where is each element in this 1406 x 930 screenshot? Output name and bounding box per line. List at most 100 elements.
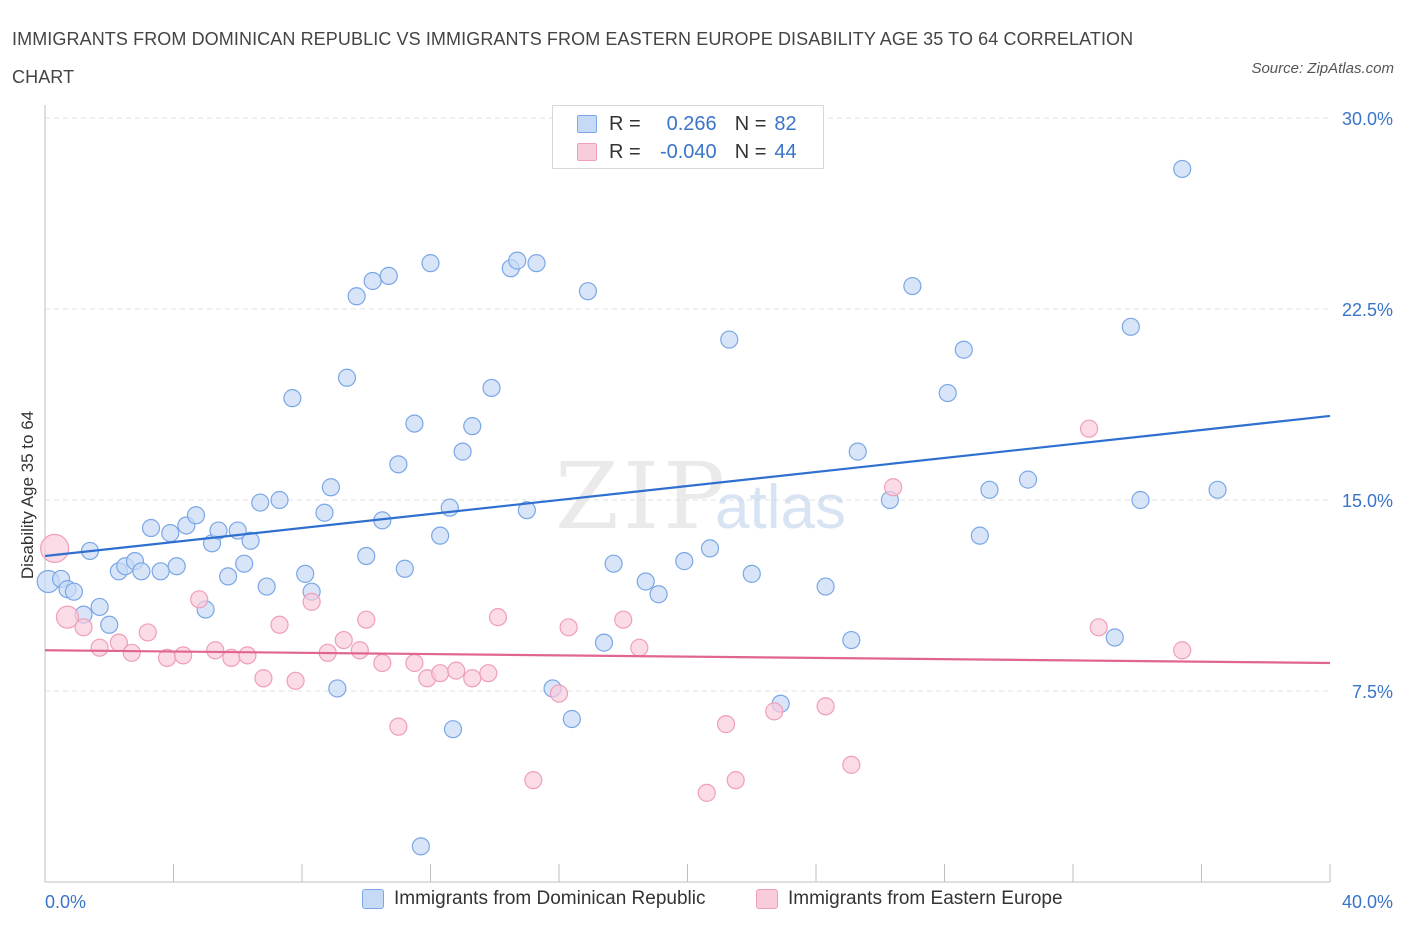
point-eastern-europe xyxy=(431,664,450,683)
point-dominican xyxy=(363,271,382,291)
point-dominican xyxy=(482,378,501,398)
point-eastern-europe xyxy=(238,646,257,665)
series-legend-dominican[interactable]: Immigrants from Dominican Republic xyxy=(362,888,706,910)
chart-title: IMMIGRANTS FROM DOMINICAN REPUBLIC VS IM… xyxy=(12,29,1134,87)
point-eastern-europe xyxy=(463,669,482,688)
point-dominican xyxy=(903,276,922,296)
point-dominican xyxy=(816,577,835,596)
label-layer: Disability Age 35 to 64 7.5% 15.0% 22.5% 30… xyxy=(18,109,1393,912)
point-dominican xyxy=(954,340,973,359)
point-dominican xyxy=(405,414,424,433)
point-dominican xyxy=(508,251,527,270)
point-dominican xyxy=(443,720,463,739)
y-tick-label: 30.0% xyxy=(1342,109,1393,129)
point-eastern-europe xyxy=(816,697,835,716)
point-dominican xyxy=(167,557,186,576)
legend-n-value: 44 xyxy=(774,140,797,163)
point-eastern-europe xyxy=(726,771,745,790)
legend-swatch-dominican xyxy=(577,115,597,133)
point-dominican xyxy=(1121,317,1140,336)
point-eastern-europe xyxy=(302,592,321,611)
point-dominican xyxy=(970,526,989,545)
point-dominican xyxy=(578,282,598,301)
point-dominican xyxy=(980,480,999,499)
y-tick-label: 7.5% xyxy=(1352,682,1393,702)
point-eastern-europe xyxy=(206,641,225,660)
point-dominican xyxy=(562,709,581,729)
point-dominican xyxy=(251,493,270,512)
point-dominican xyxy=(842,630,861,650)
axis-layer xyxy=(44,105,1331,883)
point-eastern-europe xyxy=(559,618,578,637)
point-dominican xyxy=(1105,628,1124,647)
point-dominican xyxy=(219,567,238,586)
point-dominican xyxy=(636,572,655,591)
legend-n-value: 82 xyxy=(774,112,797,135)
point-dominican xyxy=(1018,470,1038,489)
correlation-legend: R = 0.266 N = 82 R = -0.040 N = 44 xyxy=(552,105,824,169)
watermark: ZIP atlas xyxy=(555,443,846,550)
point-dominican xyxy=(161,524,180,543)
point-dominican xyxy=(257,577,276,596)
legend-row-dominican: R = 0.266 N = 82 xyxy=(577,111,797,137)
source-label: Source: ZipAtlas.com xyxy=(1251,60,1394,77)
point-dominican xyxy=(431,526,450,545)
point-dominican xyxy=(132,562,151,581)
point-dominican xyxy=(675,552,694,571)
point-dominican xyxy=(411,837,430,856)
point-eastern-europe xyxy=(488,608,508,627)
point-eastern-europe xyxy=(1089,618,1108,637)
points-layer xyxy=(36,159,1227,856)
y-tick-label: 15.0% xyxy=(1342,491,1393,511)
series-swatch-dominican xyxy=(362,889,384,909)
point-dominican xyxy=(321,478,341,497)
point-dominican xyxy=(421,254,440,273)
point-dominican xyxy=(100,615,119,634)
x-tick-label: 40.0% xyxy=(1342,892,1393,912)
series-legend-eastern-europe[interactable]: Immigrants from Eastern Europe xyxy=(756,888,1063,910)
point-dominican xyxy=(209,521,228,540)
legend-swatch-eastern-europe xyxy=(577,143,597,161)
y-axis-label: Disability Age 35 to 64 xyxy=(18,411,37,579)
point-dominican xyxy=(649,585,668,604)
point-dominican xyxy=(938,383,957,403)
point-dominican xyxy=(1131,490,1150,510)
point-eastern-europe xyxy=(373,653,392,673)
point-dominican xyxy=(90,597,109,617)
point-dominican xyxy=(742,564,761,583)
trendline-dominican xyxy=(44,414,1331,558)
legend-r-label: R = xyxy=(609,112,641,135)
point-eastern-europe xyxy=(286,671,305,690)
point-dominican xyxy=(700,539,720,558)
series-swatch-eastern-europe xyxy=(756,889,778,909)
point-dominican xyxy=(337,368,357,387)
point-dominican xyxy=(141,518,161,538)
legend-n-label: N = xyxy=(734,112,767,135)
point-eastern-europe xyxy=(1079,419,1099,438)
point-eastern-europe xyxy=(1173,641,1192,660)
point-eastern-europe xyxy=(479,664,498,683)
point-dominican xyxy=(357,546,376,566)
point-dominican xyxy=(347,287,366,306)
point-eastern-europe xyxy=(138,623,157,642)
point-eastern-europe xyxy=(122,643,141,662)
legend-row-eastern-europe: R = -0.040 N = 44 xyxy=(577,139,797,165)
point-eastern-europe xyxy=(90,638,109,657)
y-tick-label: 22.5% xyxy=(1342,300,1393,320)
point-eastern-europe xyxy=(883,478,903,497)
point-eastern-europe xyxy=(614,610,633,629)
watermark-atlas: atlas xyxy=(715,473,846,542)
point-eastern-europe xyxy=(549,684,569,703)
point-eastern-europe xyxy=(405,653,424,673)
point-dominican xyxy=(463,417,482,436)
point-eastern-europe xyxy=(389,717,408,736)
legend-n-label: N = xyxy=(734,140,767,163)
point-dominican xyxy=(1173,159,1192,179)
point-dominican xyxy=(453,442,472,461)
legend-r-value: -0.040 xyxy=(659,140,717,163)
point-eastern-europe xyxy=(174,646,193,665)
point-dominican xyxy=(235,554,254,573)
point-eastern-europe xyxy=(74,618,93,637)
point-eastern-europe xyxy=(357,610,376,629)
